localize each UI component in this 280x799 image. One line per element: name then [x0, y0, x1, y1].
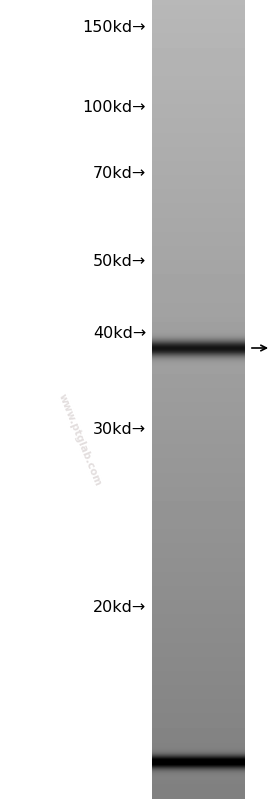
- Text: 20kd→: 20kd→: [93, 599, 146, 614]
- Text: 100kd→: 100kd→: [83, 101, 146, 116]
- Text: 50kd→: 50kd→: [93, 255, 146, 269]
- Text: 70kd→: 70kd→: [93, 166, 146, 181]
- Text: 40kd→: 40kd→: [93, 327, 146, 341]
- Text: 150kd→: 150kd→: [83, 21, 146, 35]
- Text: 30kd→: 30kd→: [93, 423, 146, 438]
- Text: www.ptglab.com: www.ptglab.com: [57, 392, 103, 487]
